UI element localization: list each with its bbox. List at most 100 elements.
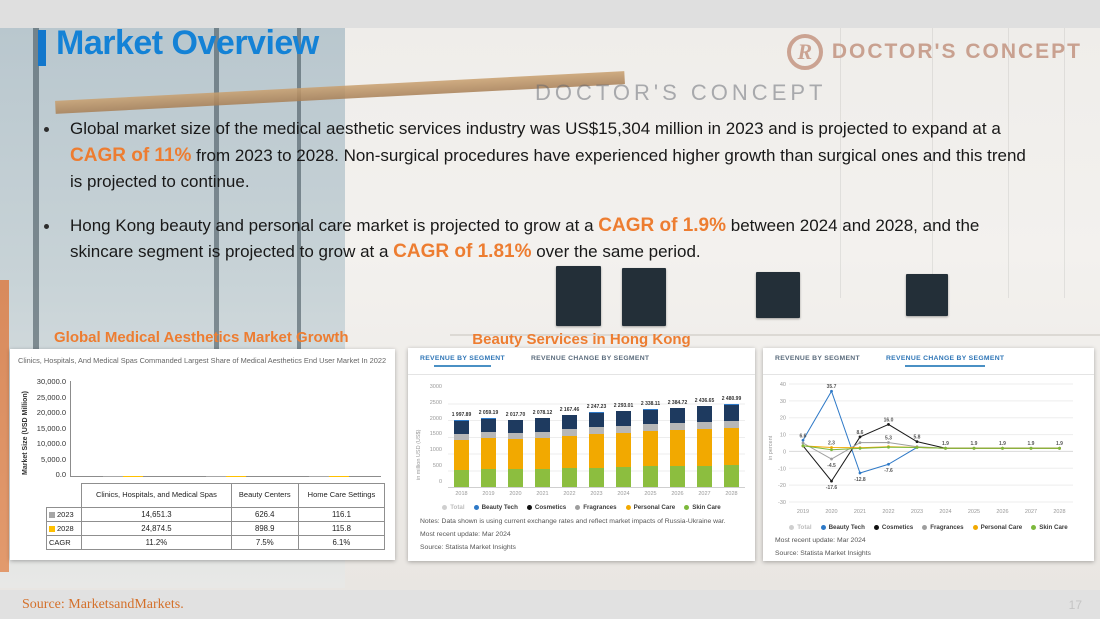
table-header-row: Clinics, Hospitals, and Medical Spas Beau… [47,483,386,508]
bullet-marker [44,223,49,229]
wall-sign-text: DOCTOR'S CONCEPT [535,80,827,105]
bullet-segment: Global market size of the medical aesthe… [70,119,1001,138]
legend-marker [684,505,690,510]
point-label: 35.7 [827,384,837,390]
legend-label: Total [450,504,465,511]
chart2-source: Source: Statista Market Insights [420,544,516,551]
legend-item-cosmetics[interactable]: Cosmetics [873,524,913,531]
revenue-change-card: REVENUE BY SEGMENT REVENUE CHANGE BY SEG… [763,348,1094,561]
legend-label: Total [797,524,812,531]
tab-revenue-by-segment[interactable]: REVENUE BY SEGMENT [420,355,505,367]
legend-item-personal-care[interactable]: Personal Care [625,504,675,511]
legend-item-cosmetics[interactable]: Cosmetics [526,504,567,511]
chart1-plot-area [70,381,381,477]
tab-revenue-change-by-segment[interactable]: REVENUE CHANGE BY SEGMENT [530,355,650,362]
y-tick-label: 1000 [429,447,442,454]
point-marker [801,441,805,445]
doctors-concept-logo: R DOCTOR'S CONCEPT [786,34,1082,70]
x-tick-label: 2021 [536,491,549,497]
x-tick-label: 2024 [939,509,951,515]
legend-item-fragrances[interactable]: Fragrances [575,504,617,511]
chart2-y-ticks: 3000 2500 2000 1500 1000 500 0 [420,384,442,485]
legend-item-beauty-tech[interactable]: Beauty Tech [473,504,518,511]
point-label: 1.9 [1056,441,1063,447]
segment-skin-care [724,465,739,487]
point-marker [830,389,833,393]
legend-swatch [49,526,55,533]
line-beauty-tech [802,390,1060,474]
segment-cosmetics [589,412,604,428]
point-label: 16.0 [884,417,894,423]
chart3-notes: Most recent update: Mar 2024 Source: Sta… [775,537,871,563]
top-strip [0,0,1100,28]
segment-personal-care [454,439,469,470]
segment-cosmetics [562,415,577,430]
legend-marker [972,525,978,530]
chart3-source: Source: Statista Market Insights [775,550,871,557]
segment-fragrances [562,429,577,436]
legend-marker [873,525,879,530]
monitor [622,268,666,326]
legend-item-total[interactable]: Total [442,504,465,511]
segment-skin-care [508,469,523,487]
segment-cosmetics [481,418,496,433]
monitor [906,274,948,316]
legend-label: Fragrances [583,504,617,511]
legend-label: Beauty Tech [481,504,518,511]
segment-fragrances [508,432,523,439]
segment-skin-care [697,465,712,487]
point-marker [858,471,862,475]
segment-cosmetics [508,420,523,433]
tab-revenue-by-segment[interactable]: REVENUE BY SEGMENT [775,355,860,362]
segment-cosmetics [616,411,631,426]
table-row-label: CAGR [45,535,83,550]
title-accent-bar [38,30,46,66]
x-tick-label: 2020 [825,509,837,515]
point-label: 8.6 [857,430,864,436]
legend-item-skin-care[interactable]: Skin Care [1031,524,1068,531]
legend-item-total[interactable]: Total [789,524,812,531]
y-tick-label: 2000 [429,415,442,422]
footer-strip: Source: MarketsandMarkets. 17 [0,590,1100,619]
table-cell: 14,651.3 [81,507,232,522]
segment-personal-care [481,438,496,470]
x-tick-label: 2019 [797,509,809,515]
table-row: 2028 24,874.5 898.9 115.8 [45,521,386,536]
bar-total-label: 2 436.65 [694,397,715,404]
point-label: 1.9 [1028,441,1035,447]
legend-marker [575,505,581,510]
stacked-bar [724,404,739,487]
table-header-cell: Home Care Settings [297,483,386,508]
segment-cosmetics [643,409,658,425]
point-marker [972,446,976,450]
stacked-bar [643,409,658,487]
bullet-item: Hong Kong beauty and personal care marke… [44,213,1039,266]
legend-item-fragrances[interactable]: Fragrances [922,524,964,531]
segment-fragrances [724,420,739,429]
cagr-highlight: CAGR of 11% [70,144,192,166]
legend-label: Personal Care [980,524,1023,531]
monitor [556,266,601,326]
segment-cosmetics [454,420,469,434]
bar-2028 [225,475,246,476]
bar-total-label: 2 384.72 [667,399,688,406]
bar-total-label: 2 059.19 [478,410,499,417]
segment-fragrances [454,433,469,440]
point-marker [944,446,947,450]
bar-total-label: 2 247.23 [586,404,607,411]
legend-item-personal-care[interactable]: Personal Care [972,524,1023,531]
y-tick-label: 0 [783,449,786,455]
segment-personal-care [697,429,712,466]
legend-label: Cosmetics [534,504,567,511]
legend-item-skin-care[interactable]: Skin Care [684,504,721,511]
legend-swatch [49,512,55,519]
stacked-bar [508,419,523,487]
y-tick-label: 20,000.0 [36,408,66,417]
point-label: 1.9 [971,441,978,447]
y-tick-label: -10 [778,466,786,472]
bullet-list: Global market size of the medical aesthe… [44,116,1039,283]
tab-revenue-change-by-segment[interactable]: REVENUE CHANGE BY SEGMENT [886,355,1004,367]
legend-item-beauty-tech[interactable]: Beauty Tech [820,524,865,531]
segment-personal-care [508,438,523,470]
